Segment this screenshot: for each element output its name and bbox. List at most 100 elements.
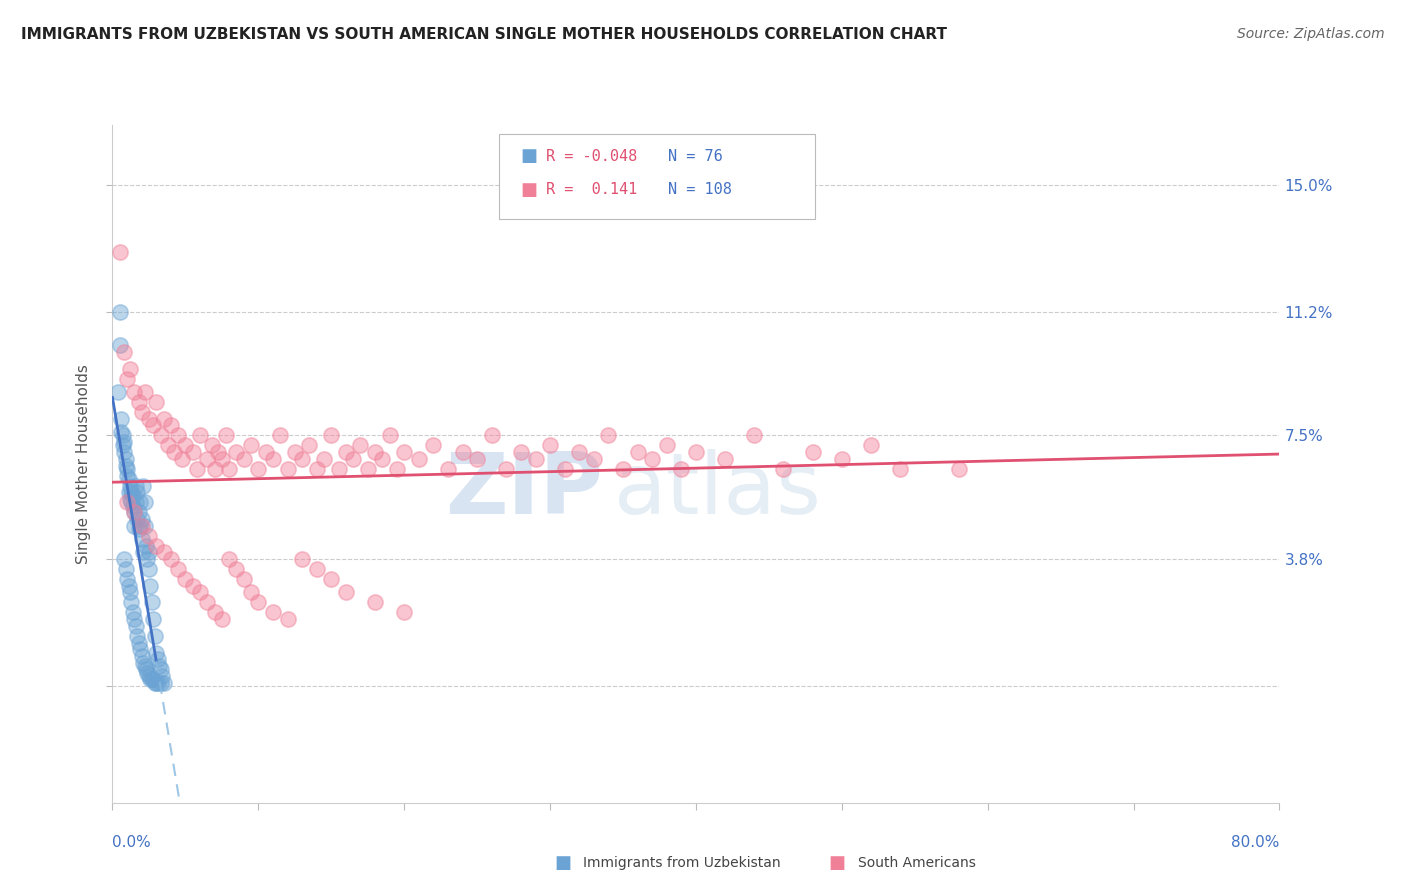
Point xyxy=(138,411,160,425)
Point xyxy=(142,672,165,686)
Point xyxy=(305,562,328,576)
Point xyxy=(115,495,138,509)
Point xyxy=(349,438,371,452)
Point xyxy=(357,462,380,476)
Y-axis label: Single Mother Households: Single Mother Households xyxy=(76,364,91,564)
Point xyxy=(291,451,314,466)
Point xyxy=(135,539,157,553)
Point xyxy=(156,438,179,452)
Point xyxy=(138,562,160,576)
Point xyxy=(378,428,401,442)
Point xyxy=(152,545,174,559)
Point xyxy=(225,562,247,576)
Point xyxy=(115,468,138,483)
Point xyxy=(122,606,145,620)
Text: ■: ■ xyxy=(828,855,845,872)
Point xyxy=(859,438,883,452)
Point xyxy=(167,428,190,442)
Point xyxy=(218,552,240,566)
Point xyxy=(134,659,156,673)
Point xyxy=(131,518,153,533)
Point xyxy=(598,428,620,442)
Point xyxy=(134,495,156,509)
Point xyxy=(120,485,142,500)
Point xyxy=(138,528,160,542)
Point xyxy=(422,438,444,452)
Point xyxy=(124,518,146,533)
Point xyxy=(495,462,517,476)
Text: ■: ■ xyxy=(520,181,537,199)
Point xyxy=(132,545,155,559)
Point xyxy=(831,451,853,466)
Point xyxy=(321,572,343,586)
Point xyxy=(181,579,204,593)
Point xyxy=(160,418,183,433)
Point xyxy=(149,428,172,442)
Point xyxy=(127,485,149,500)
Point xyxy=(509,445,531,459)
Point xyxy=(142,418,165,433)
Point xyxy=(128,522,150,536)
Point xyxy=(284,445,307,459)
Point xyxy=(685,445,707,459)
Point xyxy=(131,532,153,546)
Point xyxy=(145,395,167,409)
Point xyxy=(364,445,387,459)
Point xyxy=(146,652,169,666)
Point xyxy=(538,438,561,452)
Point xyxy=(186,462,208,476)
Point xyxy=(364,595,387,609)
Point xyxy=(195,451,218,466)
Point xyxy=(201,438,224,452)
Text: South Americans: South Americans xyxy=(858,856,976,871)
Point xyxy=(125,619,148,633)
Text: Immigrants from Uzbekistan: Immigrants from Uzbekistan xyxy=(583,856,782,871)
Point xyxy=(128,505,150,519)
Point xyxy=(524,451,547,466)
Point xyxy=(385,462,408,476)
Point xyxy=(110,425,132,439)
Point xyxy=(188,585,211,599)
Point xyxy=(110,411,132,425)
Text: atlas: atlas xyxy=(614,450,823,533)
Point xyxy=(342,451,364,466)
Point xyxy=(276,462,298,476)
Point xyxy=(118,478,141,492)
Point xyxy=(146,675,169,690)
Text: N = 108: N = 108 xyxy=(668,183,731,197)
Point xyxy=(132,656,155,670)
Point xyxy=(139,579,162,593)
Point xyxy=(437,462,460,476)
Point xyxy=(117,472,139,486)
Point xyxy=(117,485,139,500)
Point xyxy=(392,606,416,620)
Point xyxy=(136,665,159,680)
Point xyxy=(138,669,160,683)
Point xyxy=(149,675,172,690)
Point xyxy=(124,505,146,519)
Point xyxy=(148,659,170,673)
Point xyxy=(211,612,233,626)
Point xyxy=(451,445,474,459)
Point xyxy=(117,579,139,593)
Point xyxy=(240,585,263,599)
Point xyxy=(111,438,134,452)
Point xyxy=(111,428,134,442)
Point xyxy=(335,445,357,459)
Point xyxy=(211,451,233,466)
Point xyxy=(131,405,153,419)
Point xyxy=(129,518,152,533)
Point xyxy=(554,462,576,476)
Point xyxy=(112,435,135,450)
Point xyxy=(167,562,190,576)
Point xyxy=(108,305,131,319)
Point xyxy=(204,606,226,620)
Point xyxy=(195,595,218,609)
Point xyxy=(465,451,488,466)
Point xyxy=(131,648,153,663)
Text: Source: ZipAtlas.com: Source: ZipAtlas.com xyxy=(1237,27,1385,41)
Text: ■: ■ xyxy=(520,147,537,165)
Point xyxy=(408,451,430,466)
Point xyxy=(124,612,146,626)
Point xyxy=(232,451,254,466)
